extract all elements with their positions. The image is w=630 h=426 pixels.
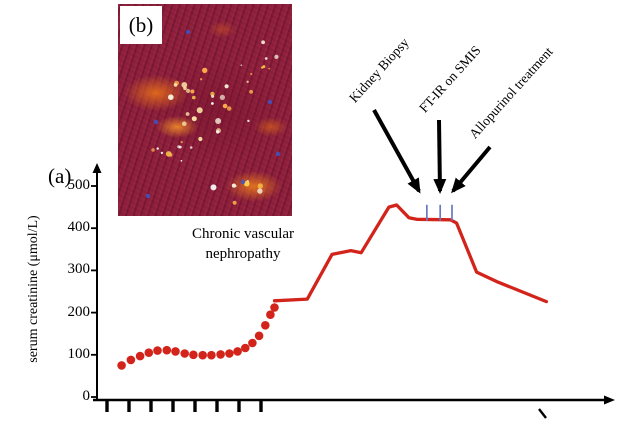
micrograph-speckles <box>145 29 281 205</box>
y-tick-label: 500 <box>67 177 91 193</box>
y-tick-label: 200 <box>67 304 91 320</box>
y-tick-label: 100 <box>67 346 91 362</box>
inset-caption-line1: Chronic vascular <box>191 226 295 242</box>
panel-a-label: (a) <box>48 164 72 188</box>
panel-b-label: (b) <box>128 12 154 37</box>
y-tick-label: 400 <box>67 219 91 235</box>
y-tick-label: 0 <box>82 388 91 404</box>
panel-b-label-box: (b) <box>120 6 162 44</box>
inset-caption: Chronic vascular nephropathy <box>138 224 348 264</box>
y-tick-label: 300 <box>67 261 91 277</box>
micrograph-inset: (b) <box>118 4 292 216</box>
y-axis-title: serum creatinine (μmol/L) <box>26 215 41 363</box>
inset-caption-line2: nephropathy <box>205 246 281 262</box>
